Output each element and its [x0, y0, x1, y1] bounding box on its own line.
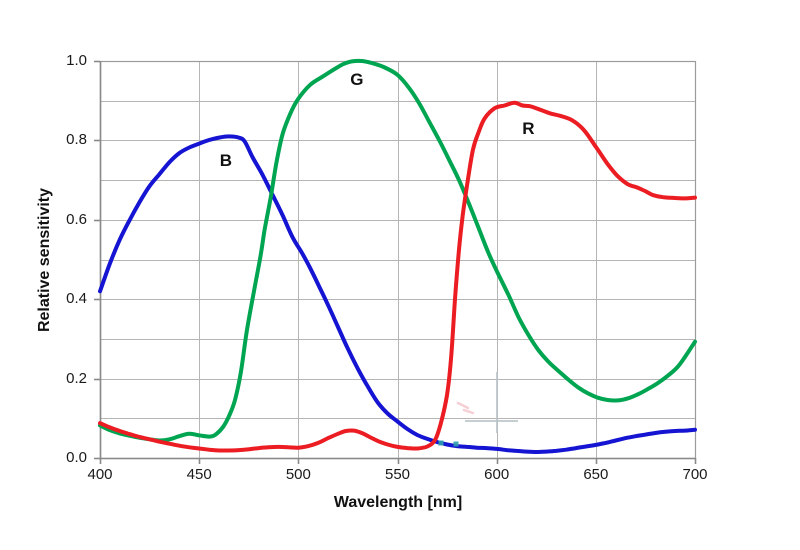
rgb-curves: [98, 58, 697, 454]
y-tick-label: 0.4: [66, 290, 87, 308]
curve-R: [98, 100, 697, 453]
y-tick-label: 0.6: [66, 210, 87, 228]
curve-G: [98, 58, 697, 443]
x-tick-label: 450: [186, 466, 212, 483]
curve-label-B: B: [219, 151, 233, 171]
y-tick-label: 0.0: [66, 449, 87, 466]
teal-dot-mark: [438, 440, 444, 446]
x-tick-label: 600: [484, 466, 510, 483]
x-tick-label: 550: [384, 466, 411, 483]
curve-B: [98, 134, 697, 454]
x-tick-label: 400: [87, 466, 113, 483]
y-axis-title: Relative sensitivity: [36, 187, 53, 333]
y-tick-label: 1.0: [66, 52, 87, 69]
x-tick-label: 650: [583, 466, 609, 483]
y-tick-label: 0.8: [66, 131, 87, 149]
y-tick-label: 0.2: [66, 369, 87, 387]
x-tick-label: 700: [682, 466, 708, 483]
scan-artifacts: [438, 372, 518, 447]
curve-label-R: R: [522, 118, 535, 138]
axes: [94, 60, 697, 464]
curve-label-G: G: [350, 70, 364, 90]
x-tick-label: 500: [285, 466, 311, 483]
pink-smudge-mark: [462, 408, 475, 415]
teal-dot-mark: [453, 441, 459, 447]
x-axis-title: Wavelength [nm]: [333, 494, 463, 511]
pink-smudge-mark: [456, 401, 470, 410]
